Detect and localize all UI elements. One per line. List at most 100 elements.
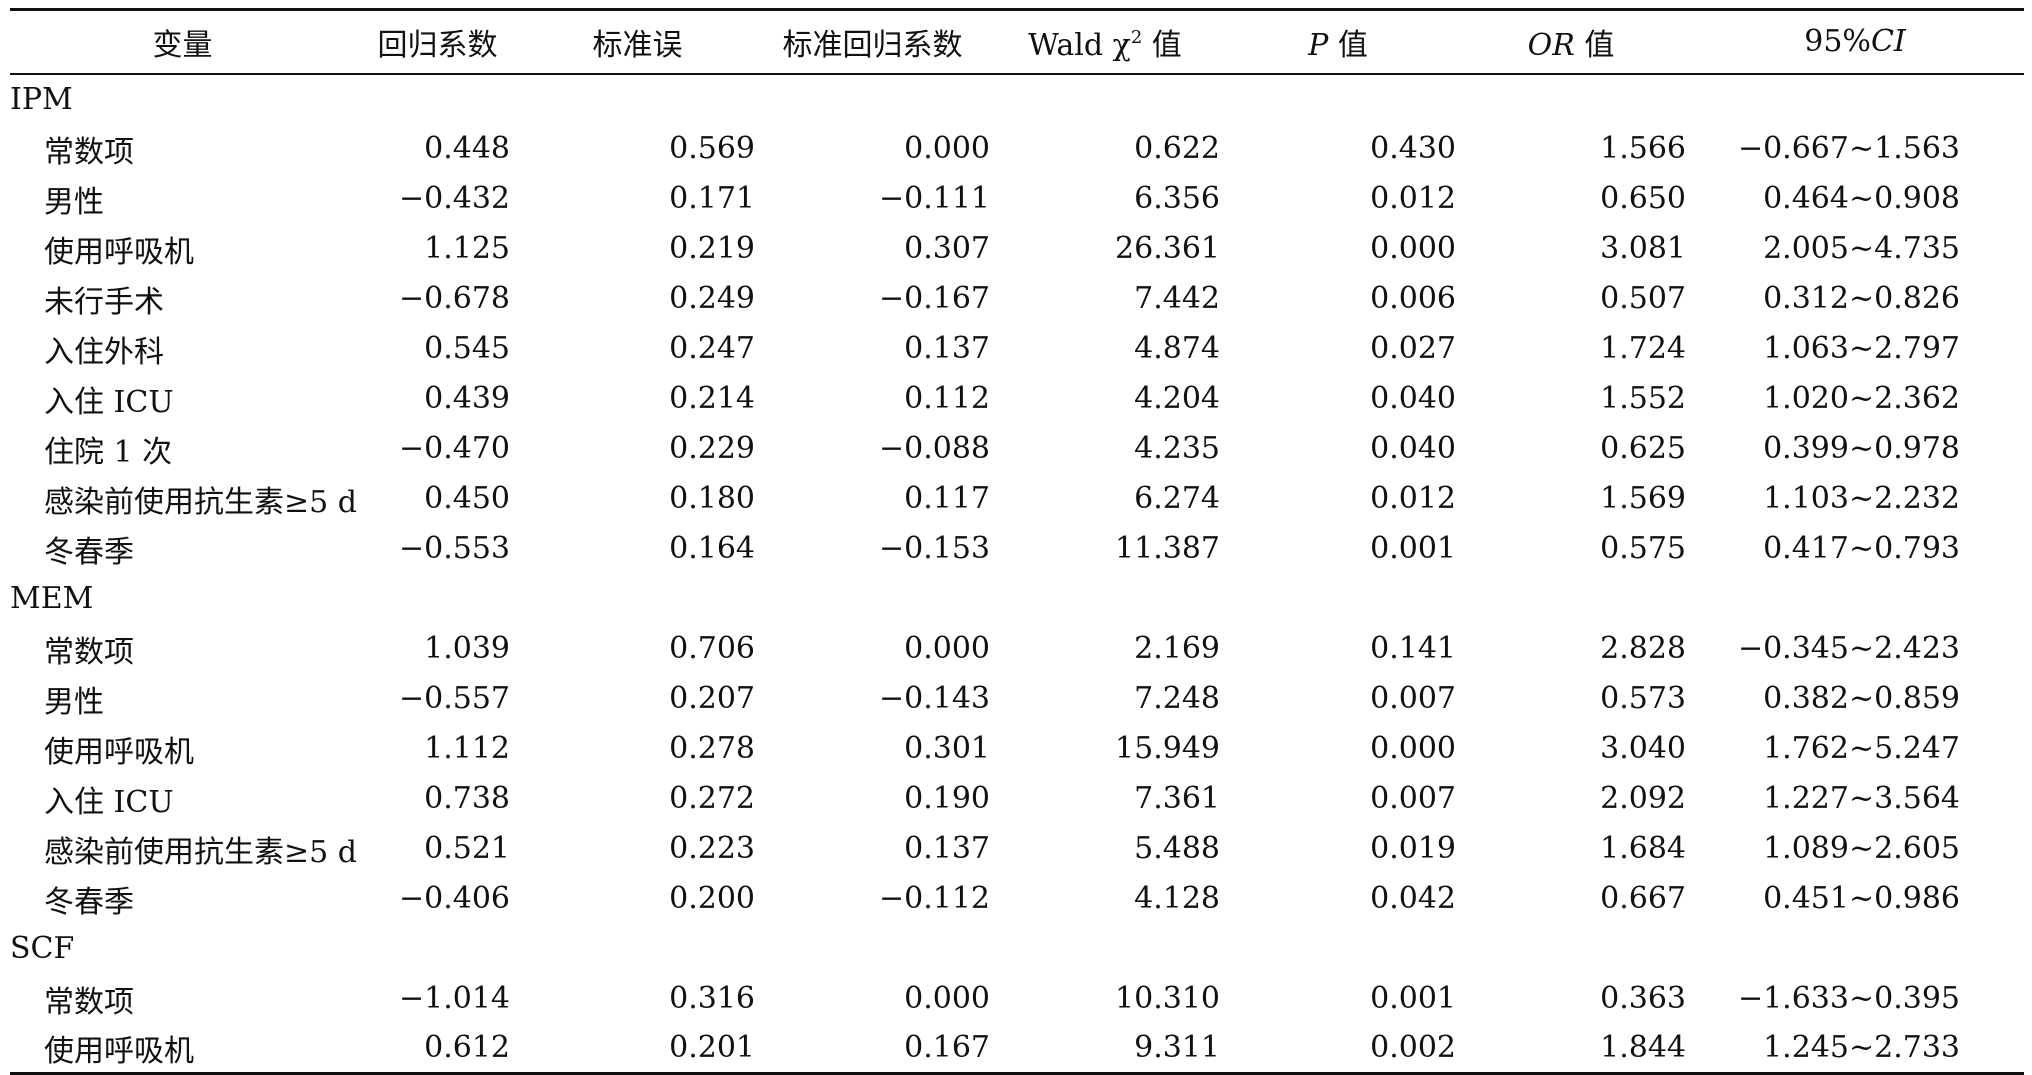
cell-ci: 1.245~2.733 <box>1763 1030 1960 1066</box>
cell-std-coef: 0.000 <box>904 981 990 1016</box>
cell-ci: −1.633~0.395 <box>1737 981 1960 1016</box>
cell-or: 1.684 <box>1600 831 1686 866</box>
cell-ci: 1.020~2.362 <box>1763 381 1960 416</box>
cell-p: 0.001 <box>1370 981 1456 1016</box>
table-row: 入住外科 0.545 0.247 0.137 4.874 0.027 1.724 1.063~… <box>10 324 2024 374</box>
cell-p: 0.002 <box>1370 1030 1456 1066</box>
cell-wald: 7.361 <box>1134 781 1220 816</box>
cell-se: 0.200 <box>669 881 755 916</box>
table-row: 男性 −0.432 0.171 −0.111 6.356 0.012 0.650 0.464~… <box>10 174 2024 224</box>
table-row: 感染前使用抗生素≥5 d 0.521 0.223 0.137 5.488 0.019 1.6… <box>10 824 2024 874</box>
cell-wald: 5.488 <box>1134 831 1220 866</box>
cell-std-coef: 0.000 <box>904 631 990 666</box>
cell-se: 0.180 <box>669 481 755 516</box>
cell-variable: 入住 ICU <box>44 784 174 820</box>
cell-or: 1.724 <box>1600 331 1686 366</box>
cell-wald: 11.387 <box>1115 531 1220 566</box>
cell-wald: 6.356 <box>1134 181 1220 216</box>
cell-se: 0.278 <box>669 731 755 766</box>
cell-variable: 常数项 <box>44 634 134 670</box>
table-row: 使用呼吸机 1.125 0.219 0.307 26.361 0.000 3.081 2.00… <box>10 224 2024 274</box>
cell-variable: 入住外科 <box>44 334 164 370</box>
cell-coef: 0.738 <box>424 781 510 816</box>
cell-se: 0.247 <box>669 331 755 366</box>
cell-variable: 冬春季 <box>44 534 134 570</box>
cell-variable: 使用呼吸机 <box>44 734 194 770</box>
cell-coef: −0.406 <box>398 881 510 916</box>
header-or-ital: OR <box>1527 27 1575 63</box>
cell-std-coef: 0.301 <box>904 731 990 766</box>
cell-variable: 感染前使用抗生素≥5 d <box>44 484 357 520</box>
header-std-coef: 标准回归系数 <box>782 27 963 63</box>
table-row: 入住 ICU 0.439 0.214 0.112 4.204 0.040 1.552 1.02… <box>10 374 2024 424</box>
cell-variable: 男性 <box>44 184 104 220</box>
cell-or: 2.092 <box>1600 781 1686 816</box>
cell-variable: 常数项 <box>44 134 134 170</box>
cell-se: 0.207 <box>669 681 755 716</box>
cell-or: 0.573 <box>1600 681 1686 716</box>
cell-variable: 未行手术 <box>44 284 164 320</box>
cell-ci: 1.762~5.247 <box>1763 731 1960 766</box>
cell-p: 0.042 <box>1370 881 1456 916</box>
cell-or: 0.650 <box>1600 181 1686 216</box>
cell-wald: 6.274 <box>1134 481 1220 516</box>
cell-std-coef: −0.088 <box>878 431 990 466</box>
cell-p: 0.012 <box>1370 481 1456 516</box>
cell-std-coef: 0.190 <box>904 781 990 816</box>
cell-or: 1.566 <box>1600 131 1686 166</box>
cell-p: 0.430 <box>1370 131 1456 166</box>
cell-se: 0.164 <box>669 531 755 566</box>
cell-std-coef: 0.307 <box>904 231 990 266</box>
cell-coef: −0.557 <box>398 681 510 716</box>
header-ci-prefix: 95% <box>1804 24 1871 60</box>
regression-table-container: 变量 回归系数 标准误 标准回归系数 Wald χ2 值 P 值 OR 值 95… <box>10 8 2024 1075</box>
cell-or: 1.844 <box>1600 1030 1686 1066</box>
cell-ci: 1.089~2.605 <box>1763 831 1960 866</box>
cell-ci: 1.103~2.232 <box>1763 481 1960 516</box>
group-row-mem: MEM <box>10 574 2024 624</box>
table-row: 常数项 −1.014 0.316 0.000 10.310 0.001 0.363 −1.63… <box>10 974 2024 1024</box>
cell-p: 0.141 <box>1370 631 1456 666</box>
header-variable: 变量 <box>152 27 213 63</box>
cell-se: 0.171 <box>669 181 755 216</box>
cell-se: 0.706 <box>669 631 755 666</box>
cell-se: 0.316 <box>669 981 755 1016</box>
group-label: MEM <box>10 581 94 616</box>
cell-variable: 使用呼吸机 <box>44 234 194 270</box>
header-p-ital: P <box>1308 27 1329 63</box>
cell-ci: 2.005~4.735 <box>1763 231 1960 266</box>
header-coef: 回归系数 <box>377 27 498 63</box>
header-ci-ital: CI <box>1870 24 1906 60</box>
cell-std-coef: −0.112 <box>878 881 990 916</box>
cell-wald: 10.310 <box>1115 981 1220 1016</box>
header-wald: Wald χ2 值 <box>990 10 1220 74</box>
table-row: 男性 −0.557 0.207 −0.143 7.248 0.007 0.573 0.382~… <box>10 674 2024 724</box>
group-label: IPM <box>10 81 73 117</box>
cell-se: 0.229 <box>669 431 755 466</box>
cell-coef: −1.014 <box>398 981 510 1016</box>
group-label: SCF <box>10 931 75 966</box>
cell-or: 3.081 <box>1600 231 1686 266</box>
cell-ci: −0.667~1.563 <box>1737 131 1960 166</box>
table-row: 入住 ICU 0.738 0.272 0.190 7.361 0.007 2.092 1.22… <box>10 774 2024 824</box>
cell-wald: 7.248 <box>1134 681 1220 716</box>
cell-p: 0.027 <box>1370 331 1456 366</box>
cell-coef: −0.470 <box>398 431 510 466</box>
cell-wald: 4.874 <box>1134 331 1220 366</box>
cell-variable: 入住 ICU <box>44 384 174 420</box>
cell-or: 0.575 <box>1600 531 1686 566</box>
cell-std-coef: 0.167 <box>904 1030 990 1066</box>
cell-ci: 0.382~0.859 <box>1763 681 1960 716</box>
cell-variable: 冬春季 <box>44 884 134 920</box>
cell-p: 0.040 <box>1370 431 1456 466</box>
cell-std-coef: −0.153 <box>878 531 990 566</box>
cell-std-coef: 0.117 <box>904 481 990 516</box>
cell-coef: 0.439 <box>424 381 510 416</box>
table-body: IPM 常数项 0.448 0.569 0.000 0.622 0.430 1.566 −0.6… <box>10 74 2024 1074</box>
cell-p: 0.000 <box>1370 731 1456 766</box>
cell-or: 0.363 <box>1600 981 1686 1016</box>
cell-wald: 15.949 <box>1115 731 1220 766</box>
cell-variable: 男性 <box>44 684 104 720</box>
cell-p: 0.040 <box>1370 381 1456 416</box>
cell-p: 0.001 <box>1370 531 1456 566</box>
